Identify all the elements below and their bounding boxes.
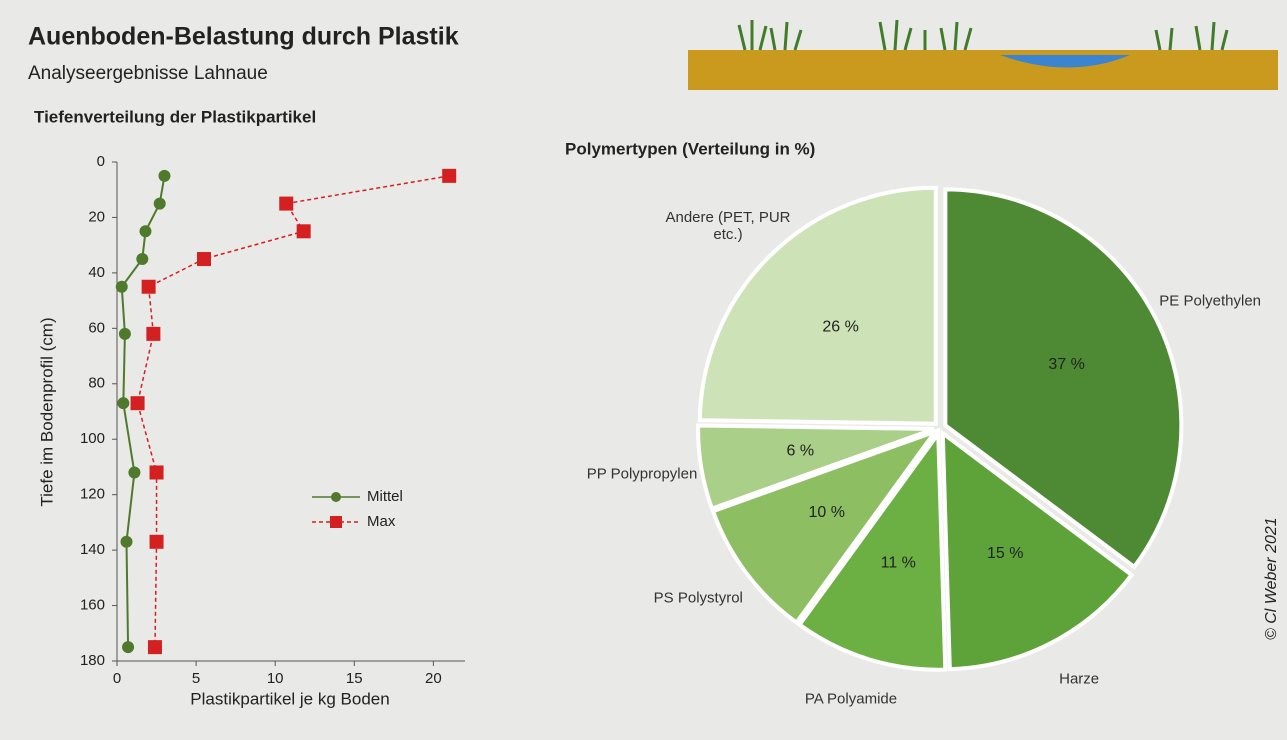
point: [158, 170, 170, 182]
y-tick-label: 140: [80, 541, 105, 558]
point: [146, 327, 160, 341]
category-label: PA Polyamide: [776, 690, 926, 707]
value-label: 11 %: [881, 555, 916, 572]
y-tick-label: 20: [88, 208, 105, 225]
point: [136, 253, 148, 265]
point: [119, 328, 131, 340]
y-tick-label: 60: [88, 319, 105, 336]
soil: [688, 50, 1278, 90]
point: [197, 252, 211, 266]
y-tick-label: 120: [80, 486, 105, 503]
point: [154, 198, 166, 210]
x-tick-label: 15: [346, 670, 363, 687]
category-label: PP Polypropylen: [567, 466, 717, 483]
point: [116, 281, 128, 293]
page-subtitle: Analyseergebnisse Lahnaue: [28, 63, 268, 84]
category-label: Harze: [1004, 671, 1154, 688]
category-label: Andere (PET, PUR etc.): [653, 209, 803, 243]
series-line: [138, 176, 450, 647]
value-label: 26 %: [822, 318, 858, 335]
point: [279, 197, 293, 211]
category-label: PE Polyethylen: [1135, 293, 1285, 310]
category-label: PS Polystyrol: [623, 589, 773, 606]
y-tick-label: 80: [88, 375, 105, 392]
y-tick-label: 40: [88, 264, 105, 281]
y-tick-label: 100: [80, 430, 105, 447]
point: [122, 641, 134, 653]
point: [117, 397, 129, 409]
y-tick-label: 0: [97, 153, 105, 170]
x-axis-label: Plastikpartikel je kg Boden: [190, 689, 389, 708]
x-tick-label: 0: [113, 670, 121, 687]
y-tick-label: 160: [80, 597, 105, 614]
point: [297, 224, 311, 238]
point: [150, 465, 164, 479]
y-tick-label: 180: [80, 652, 105, 669]
point: [142, 280, 156, 294]
value-label: 15 %: [987, 545, 1023, 562]
point: [139, 225, 151, 237]
point: [442, 169, 456, 183]
series-line: [122, 176, 165, 647]
point: [148, 640, 162, 654]
point: [150, 535, 164, 549]
credit: © Cl Weber 2021: [1263, 517, 1280, 640]
y-axis-label: Tiefe im Bodenprofil (cm): [37, 317, 56, 506]
legend-marker: [330, 516, 342, 528]
value-label: 10 %: [808, 504, 844, 521]
point: [131, 396, 145, 410]
legend-label: Mittel: [367, 488, 403, 505]
x-tick-label: 20: [425, 670, 442, 687]
value-label: 37 %: [1048, 356, 1084, 373]
point: [120, 536, 132, 548]
value-label: 6 %: [787, 442, 815, 459]
grass: [739, 20, 1227, 50]
legend-marker: [331, 492, 341, 502]
page-title: Auenboden-Belastung durch Plastik: [28, 23, 459, 51]
point: [128, 466, 140, 478]
x-tick-label: 5: [192, 670, 200, 687]
landscape: [688, 20, 1278, 90]
chart-title: Polymertypen (Verteilung in %): [565, 139, 815, 158]
chart: Auenboden-Belastung durch Plastik Analys…: [0, 0, 1287, 740]
chart-title: Tiefenverteilung der Plastikpartikel: [34, 107, 316, 126]
legend-label: Max: [367, 513, 396, 530]
x-tick-label: 10: [267, 670, 284, 687]
page: Auenboden-Belastung durch Plastik Analys…: [0, 0, 1287, 740]
